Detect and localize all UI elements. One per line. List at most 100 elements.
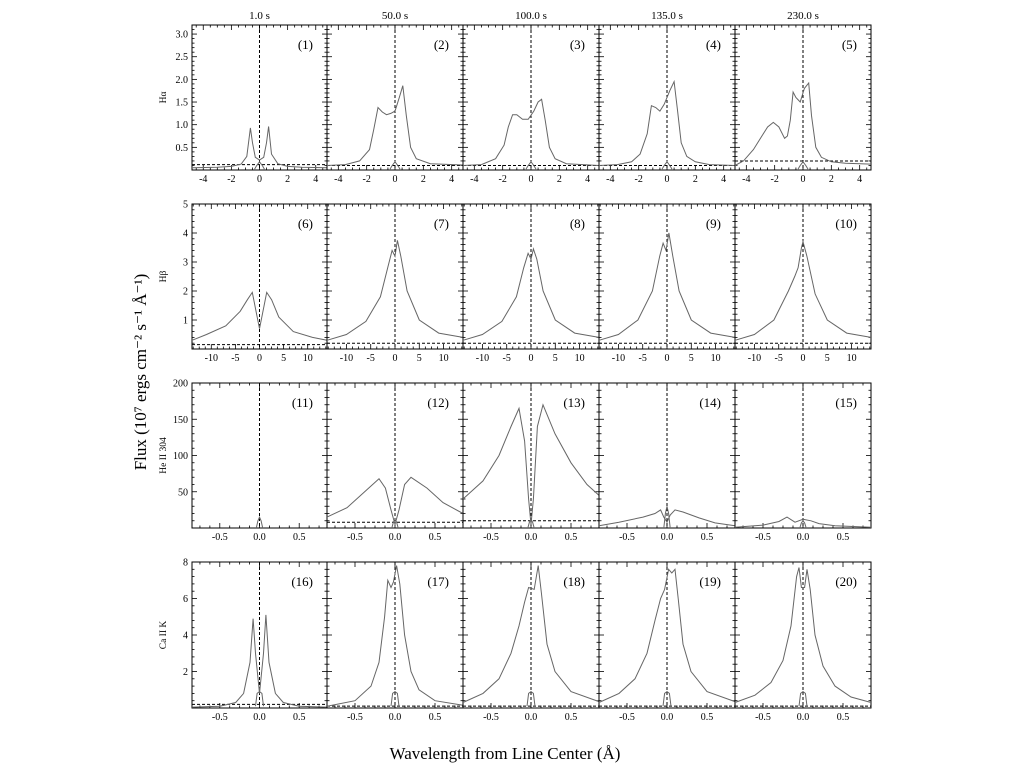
- x-tick-label: 0.5: [701, 712, 714, 723]
- panel-13: -0.5 0.0 0.5 (13): [462, 382, 600, 543]
- column-title: 230.0 s: [787, 10, 819, 22]
- line-profile: [462, 98, 600, 166]
- x-tick-label: -5: [639, 353, 647, 364]
- inner-profile: [255, 690, 264, 707]
- x-tick-label: -4: [742, 174, 750, 185]
- y-axis-title: Flux (10⁷ ergs cm⁻² s⁻¹ Å⁻¹): [131, 274, 150, 471]
- x-tick-label: 0.0: [797, 532, 810, 543]
- y-tick-label: 200: [173, 379, 188, 390]
- x-tick-label: 0.0: [389, 532, 402, 543]
- y-tick-label: 100: [173, 451, 188, 462]
- x-tick-label: -0.5: [619, 712, 635, 723]
- x-tick-label: 2: [285, 174, 290, 185]
- panel-label: (16): [291, 574, 313, 589]
- x-tick-label: -5: [231, 353, 239, 364]
- x-tick-label: 0: [665, 353, 670, 364]
- x-tick-label: 0.0: [253, 712, 266, 723]
- panel-label: (2): [434, 37, 449, 52]
- line-profile: [598, 79, 736, 166]
- x-tick-label: 0.5: [429, 712, 442, 723]
- x-tick-label: 0.5: [701, 532, 714, 543]
- line-profile: [191, 126, 328, 169]
- y-tick-label: 4: [183, 631, 188, 642]
- x-tick-label: 10: [575, 353, 585, 364]
- x-tick-label: -10: [476, 353, 489, 364]
- x-tick-label: -4: [334, 174, 342, 185]
- row-label: Ca II K: [159, 621, 169, 650]
- y-tick-label: 2.0: [176, 75, 189, 86]
- line-profile: [326, 85, 464, 166]
- x-tick-label: 0.0: [525, 712, 538, 723]
- panel-20: -0.5 0.0 0.5 (20): [734, 561, 872, 723]
- x-tick-label: -2: [498, 174, 506, 185]
- x-tick-label: -4: [606, 174, 614, 185]
- x-tick-label: -10: [205, 353, 218, 364]
- line-profile: [462, 247, 600, 341]
- panel-label: (10): [835, 216, 857, 231]
- panel-10: -10 -5 0 5 10 (10): [734, 203, 872, 364]
- panel-label: (14): [699, 395, 721, 410]
- y-tick-label: 150: [173, 415, 188, 426]
- x-tick-label: -0.5: [483, 712, 499, 723]
- panel-9: -10 -5 0 5 10 (9): [598, 203, 736, 364]
- x-tick-label: 10: [847, 353, 857, 364]
- y-tick-label: 2: [183, 287, 188, 298]
- panel-label: (12): [427, 395, 449, 410]
- inner-profile: [662, 690, 672, 707]
- inner-profile: [797, 160, 809, 170]
- x-tick-label: 0.5: [429, 532, 442, 543]
- x-tick-label: 4: [857, 174, 862, 185]
- panel-16: -0.5 0.0 0.5 (16): [191, 561, 328, 723]
- x-tick-label: 0.5: [293, 712, 306, 723]
- x-tick-label: 5: [825, 353, 830, 364]
- inner-profile: [526, 690, 536, 707]
- x-tick-label: 0.0: [661, 712, 674, 723]
- panel-11: -0.5 0.0 0.5 (11): [191, 382, 328, 543]
- x-tick-label: -2: [634, 174, 642, 185]
- x-tick-label: 0.0: [253, 532, 266, 543]
- inner-profile: [798, 690, 808, 707]
- panel-row-1: Hα 0.5 1.0 1.5 2.0 2.5 3.0 -4 -2 0 2 4 (1) -4 -2 0 2 4 (2)…: [159, 24, 872, 185]
- line-profile: [191, 614, 328, 708]
- x-tick-label: 5: [417, 353, 422, 364]
- x-tick-label: 4: [721, 174, 726, 185]
- x-tick-label: -2: [770, 174, 778, 185]
- x-tick-label: -10: [612, 353, 625, 364]
- panel-label: (9): [706, 216, 721, 231]
- x-tick-label: 0: [257, 174, 262, 185]
- x-tick-label: 0.5: [565, 712, 578, 723]
- line-profile: [734, 567, 872, 703]
- x-tick-label: 0: [393, 174, 398, 185]
- x-tick-label: 0: [257, 353, 262, 364]
- row-label: Hβ: [159, 270, 169, 282]
- line-profile: [734, 81, 872, 166]
- x-tick-label: 5: [689, 353, 694, 364]
- inner-profile: [255, 515, 264, 529]
- panel-18: -0.5 0.0 0.5 (18): [462, 561, 600, 723]
- x-tick-label: -5: [367, 353, 375, 364]
- x-tick-label: -2: [227, 174, 235, 185]
- panel-label: (3): [570, 37, 585, 52]
- x-tick-label: 0: [529, 174, 534, 185]
- x-axis-title: Wavelength from Line Center (Å): [390, 744, 621, 763]
- panel-3: -4 -2 0 2 4 (3): [462, 24, 600, 185]
- y-tick-label: 0.5: [176, 143, 189, 154]
- x-tick-label: 0.5: [293, 532, 306, 543]
- panel-12: -0.5 0.0 0.5 (12): [326, 382, 464, 543]
- x-tick-label: 0: [393, 353, 398, 364]
- inner-profile: [389, 160, 401, 170]
- panel-label: (15): [835, 395, 857, 410]
- panel-17: -0.5 0.0 0.5 (17): [326, 561, 464, 723]
- x-tick-label: -0.5: [483, 532, 499, 543]
- panel-1: -4 -2 0 2 4 (1): [191, 24, 328, 185]
- panel-row-3: He II 304 50 100 150 200 -0.5 0.0 0.5 (11) -0.5 0.…: [159, 379, 872, 543]
- y-tick-label: 3: [183, 258, 188, 269]
- x-tick-label: -0.5: [619, 532, 635, 543]
- panel-15: -0.5 0.0 0.5 (15): [734, 382, 872, 543]
- column-titles: 1.0 s 50.0 s 100.0 s 135.0 s 230.0 s: [249, 10, 819, 22]
- x-tick-label: -10: [748, 353, 761, 364]
- x-tick-label: -4: [470, 174, 478, 185]
- row-label: He II 304: [159, 437, 169, 474]
- y-tick-label: 3.0: [176, 30, 189, 41]
